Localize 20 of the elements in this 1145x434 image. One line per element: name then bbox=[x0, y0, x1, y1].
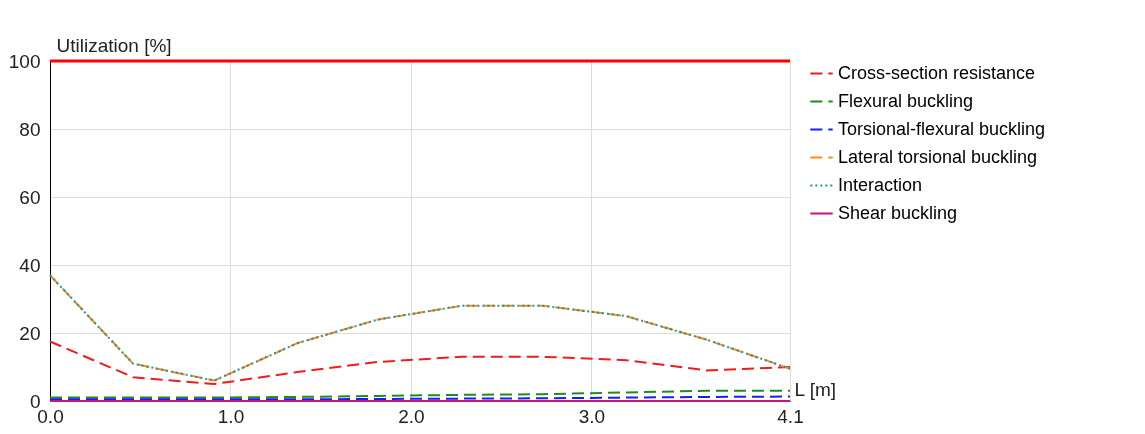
legend-label: Flexural buckling bbox=[838, 90, 974, 111]
x-tick-label: 2.0 bbox=[398, 405, 425, 427]
y-tick-label: 100 bbox=[8, 50, 41, 72]
y-tick-label: 60 bbox=[19, 186, 41, 208]
y-tick-label: 40 bbox=[19, 254, 41, 276]
x-axis-title: L [m] bbox=[794, 378, 837, 400]
y-tick-label: 20 bbox=[19, 322, 41, 344]
y-tick-label: 80 bbox=[19, 118, 41, 140]
line-series bbox=[49, 274, 791, 382]
x-tick-label: 3.0 bbox=[578, 405, 606, 427]
legend-label: Interaction bbox=[838, 174, 923, 195]
x-tick-label: 4.1 bbox=[777, 405, 804, 427]
x-tick-label: 1.0 bbox=[217, 405, 245, 427]
legend-label: Lateral torsional buckling bbox=[838, 146, 1038, 167]
y-axis-title: Utilization [%] bbox=[56, 34, 172, 56]
legend-label: Torsional-flexural buckling bbox=[838, 118, 1046, 139]
line-series bbox=[49, 340, 791, 385]
legend-label: Shear buckling bbox=[838, 202, 958, 223]
line-series bbox=[49, 389, 791, 399]
legend-label: Cross-section resistance bbox=[838, 62, 1036, 83]
